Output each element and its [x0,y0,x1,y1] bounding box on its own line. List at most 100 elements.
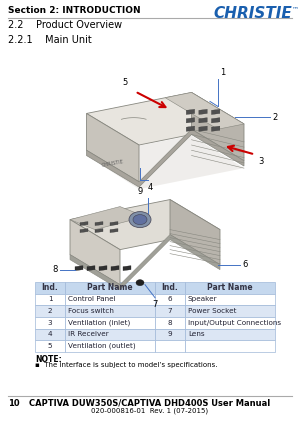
Bar [65,317,155,328]
Text: Section 2: INTRODUCTION: Section 2: INTRODUCTION [8,6,141,15]
Bar [155,282,185,294]
Polygon shape [199,109,207,115]
Text: 2.2    Product Overview: 2.2 Product Overview [8,20,122,30]
Text: 2: 2 [48,308,52,314]
Polygon shape [170,199,220,265]
Polygon shape [70,207,145,230]
Text: 3: 3 [48,320,52,326]
Bar [65,294,155,305]
Polygon shape [80,222,88,226]
Polygon shape [111,266,119,271]
Bar [65,305,155,317]
Bar [65,328,155,340]
Polygon shape [70,235,220,290]
Text: 6: 6 [242,260,248,269]
Polygon shape [70,219,120,285]
Ellipse shape [133,215,147,225]
Polygon shape [75,266,83,271]
Text: CAPTIVA DUW350S/CAPTIVA DHD400S User Manual: CAPTIVA DUW350S/CAPTIVA DHD400S User Man… [29,399,271,408]
Polygon shape [186,118,195,123]
Text: Control Panel: Control Panel [68,296,116,302]
Text: Lens: Lens [188,331,205,337]
Text: 2: 2 [272,113,277,122]
Text: 7: 7 [168,308,172,314]
Text: IR Receiver: IR Receiver [68,331,109,337]
Text: 5: 5 [122,78,128,87]
Bar [155,294,185,305]
Bar [185,340,275,352]
Bar [65,282,155,294]
Text: 7: 7 [152,299,158,309]
Bar [155,340,185,352]
Text: Ventilation (inlet): Ventilation (inlet) [68,320,130,326]
Text: Focus switch: Focus switch [68,308,114,314]
Bar [65,340,155,352]
Ellipse shape [129,212,151,227]
Text: Ventilation (outlet): Ventilation (outlet) [68,343,136,349]
Bar [35,294,65,305]
Text: 6: 6 [168,296,172,302]
Text: 10: 10 [8,399,20,408]
Bar [185,305,275,317]
Polygon shape [199,118,207,123]
Text: 9: 9 [137,187,142,196]
Text: 9: 9 [168,331,172,337]
Polygon shape [86,92,244,145]
Bar [185,317,275,328]
Text: 1: 1 [220,69,225,78]
Bar [35,328,65,340]
Polygon shape [110,222,118,226]
Text: ™: ™ [292,6,299,12]
Polygon shape [212,126,220,131]
Text: 8: 8 [168,320,172,326]
Text: 4: 4 [148,183,153,192]
Polygon shape [87,266,95,271]
Polygon shape [186,109,195,115]
Polygon shape [95,222,103,226]
Text: CHRISTIE: CHRISTIE [101,159,124,168]
Polygon shape [70,199,220,250]
Polygon shape [99,266,107,271]
Polygon shape [86,135,244,189]
Bar [35,282,65,294]
Text: CHRISTIE: CHRISTIE [213,6,292,21]
Polygon shape [110,229,118,233]
Polygon shape [199,126,207,131]
Polygon shape [86,129,244,187]
Text: 8: 8 [52,265,58,274]
Text: ▪  The interface is subject to model’s specifications.: ▪ The interface is subject to model’s sp… [35,362,218,368]
Text: Ind.: Ind. [162,283,178,292]
Bar [35,317,65,328]
Text: Power Socket: Power Socket [188,308,236,314]
Text: 1: 1 [48,296,52,302]
Text: Speaker: Speaker [188,296,218,302]
Bar [185,282,275,294]
Text: 3: 3 [258,156,263,166]
Polygon shape [212,109,220,115]
Bar [155,317,185,328]
Polygon shape [86,113,139,182]
Ellipse shape [136,279,144,286]
Text: Input/Output Connections: Input/Output Connections [188,320,281,326]
Text: 5: 5 [48,343,52,349]
Polygon shape [165,92,244,129]
Text: 020-000816-01  Rev. 1 (07-2015): 020-000816-01 Rev. 1 (07-2015) [92,408,208,414]
Polygon shape [80,229,88,233]
Polygon shape [95,229,103,233]
Bar [35,340,65,352]
Text: NOTE:: NOTE: [35,355,62,364]
Bar [155,305,185,317]
Text: Ind.: Ind. [42,283,58,292]
Bar [155,328,185,340]
Text: 4: 4 [48,331,52,337]
Text: Part Name: Part Name [207,283,253,292]
Text: 2.2.1    Main Unit: 2.2.1 Main Unit [8,35,92,46]
Polygon shape [123,266,131,271]
Bar [35,305,65,317]
Bar [185,328,275,340]
Polygon shape [191,92,244,161]
Polygon shape [212,118,220,123]
Polygon shape [186,126,195,131]
Bar [185,294,275,305]
Text: Part Name: Part Name [87,283,133,292]
